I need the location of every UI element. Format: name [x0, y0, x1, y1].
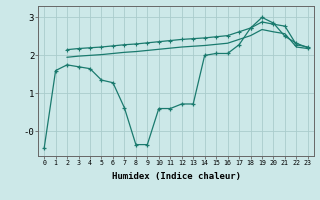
X-axis label: Humidex (Indice chaleur): Humidex (Indice chaleur) [111, 172, 241, 181]
